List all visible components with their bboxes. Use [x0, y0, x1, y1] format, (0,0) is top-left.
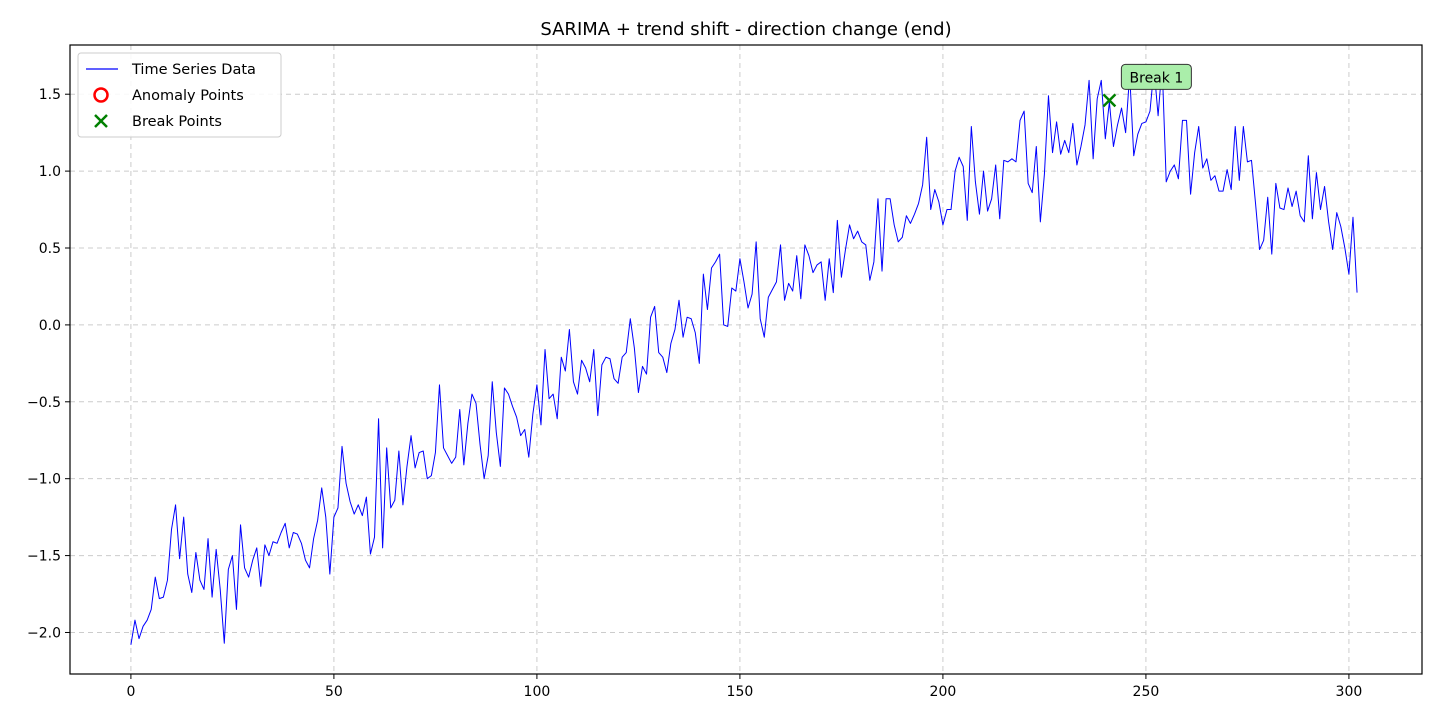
x-tick-label: 100: [524, 684, 551, 700]
x-tick-label: 250: [1133, 684, 1160, 700]
legend: Time Series Data Anomaly Points Break Poin…: [77, 52, 282, 138]
x-tick-label: 0: [126, 684, 135, 700]
x-tick-label: 200: [930, 684, 957, 700]
y-tick-label: −0.5: [27, 395, 61, 411]
y-tick-label: −2.0: [27, 625, 61, 641]
plot-area-frame: [69, 44, 1423, 675]
legend-box: [77, 52, 282, 138]
x-axis: 0 50 100 150 200 250 300: [126, 674, 1362, 700]
grid-lines: [70, 45, 1422, 674]
legend-circle-symbol: [93, 87, 109, 103]
y-tick-label: 1.5: [39, 87, 61, 103]
break-label: Break 1: [1130, 70, 1184, 86]
legend-label: Anomaly Points: [132, 88, 244, 104]
y-tick-label: −1.5: [27, 549, 61, 565]
y-tick-label: 1.0: [39, 164, 61, 180]
y-tick-label: 0.5: [39, 241, 61, 257]
x-tick-label: 300: [1336, 684, 1363, 700]
x-tick-label: 50: [325, 684, 343, 700]
legend-label: Break Points: [132, 114, 222, 130]
legend-label: Time Series Data: [131, 62, 256, 78]
break-point-marker: [1102, 93, 1117, 108]
y-tick-label: 0.0: [39, 318, 61, 334]
chart-title: SARIMA + trend shift - direction change …: [540, 19, 951, 40]
marker-layer: Break 1: [1102, 63, 1192, 108]
x-tick-label: 150: [727, 684, 754, 700]
y-axis: −2.0 −1.5 −1.0 −0.5 0.0 0.5 1.0 1.5: [27, 87, 70, 641]
break-label-box: [1120, 63, 1192, 90]
y-tick-label: −1.0: [27, 472, 61, 488]
legend-x-symbol: [94, 114, 108, 128]
